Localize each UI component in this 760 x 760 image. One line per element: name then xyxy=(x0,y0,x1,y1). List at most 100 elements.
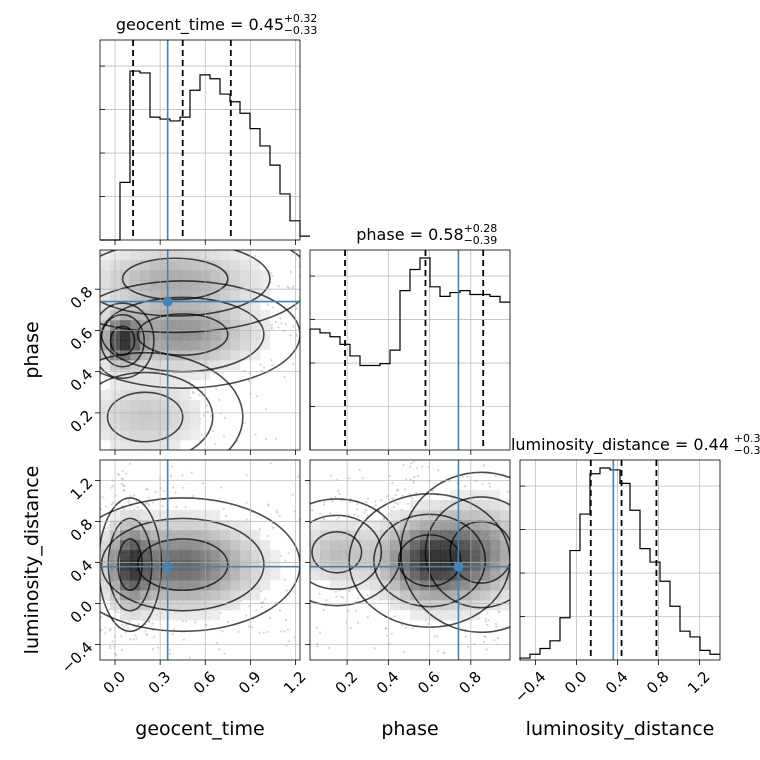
density-cell xyxy=(190,410,201,421)
x-tick-label: −0.4 xyxy=(511,668,549,706)
density-cell xyxy=(310,540,321,551)
sample-point xyxy=(386,634,389,637)
density-cell xyxy=(490,570,501,581)
density-cell xyxy=(460,540,471,551)
density-cell xyxy=(480,530,491,541)
x-tick-label: 0.4 xyxy=(373,668,403,698)
sample-point xyxy=(200,433,203,436)
density-cell xyxy=(260,540,271,551)
density-cell xyxy=(170,280,181,291)
sample-point xyxy=(185,619,188,622)
sample-point xyxy=(132,638,135,641)
sample-point xyxy=(484,617,487,621)
density-cell xyxy=(390,530,401,541)
sample-point xyxy=(323,501,326,504)
density-cell xyxy=(410,500,421,511)
density-cell xyxy=(490,510,501,521)
sample-point xyxy=(128,498,131,502)
density-cell xyxy=(480,600,491,611)
sample-point xyxy=(222,507,225,511)
sample-point xyxy=(128,462,131,465)
density-cell xyxy=(170,330,181,341)
density-cell xyxy=(460,570,471,581)
sample-point xyxy=(373,647,376,650)
density-cell xyxy=(220,350,231,361)
density-cell xyxy=(170,370,181,381)
density-cell xyxy=(250,560,261,571)
density-cell xyxy=(400,590,411,601)
sample-point xyxy=(221,630,224,633)
sample-point xyxy=(265,408,268,411)
density-cell xyxy=(190,550,201,561)
sample-point xyxy=(275,437,278,440)
sample-point xyxy=(274,320,277,324)
title-luminosity_distance: luminosity_distance = 0.44 xyxy=(511,435,729,455)
density-cell xyxy=(220,560,231,571)
density-cell xyxy=(160,270,171,281)
density-cell xyxy=(130,420,141,431)
density-cell xyxy=(480,580,491,591)
density-cell xyxy=(440,510,451,521)
sample-point xyxy=(481,483,484,486)
density-cell xyxy=(230,590,241,601)
sample-point xyxy=(202,414,205,417)
density-cell xyxy=(400,560,411,571)
density-cell xyxy=(210,580,221,591)
sample-point xyxy=(226,620,229,624)
density-cell xyxy=(270,550,281,561)
sample-point xyxy=(112,501,115,504)
sample-point xyxy=(357,621,360,624)
density-cell xyxy=(150,510,161,521)
density-cell xyxy=(160,360,171,371)
density-cell xyxy=(150,300,161,311)
y-tick-label: 0.8 xyxy=(67,283,97,313)
density-cell xyxy=(340,580,351,591)
sample-point xyxy=(436,635,439,638)
sample-point xyxy=(285,644,288,647)
density-cell xyxy=(180,300,191,311)
density-cell xyxy=(220,340,231,351)
sample-point xyxy=(267,503,270,506)
density-cell xyxy=(380,570,391,581)
density-cell xyxy=(220,580,231,591)
density-cell xyxy=(410,560,421,571)
density-cell xyxy=(220,250,231,261)
sample-point xyxy=(145,487,148,491)
contour-line xyxy=(311,530,363,574)
contour-line xyxy=(310,514,383,591)
density-cell xyxy=(170,390,181,401)
density-cell xyxy=(140,350,151,361)
density-cell xyxy=(160,430,171,441)
density-cell xyxy=(170,270,181,281)
sample-point xyxy=(270,359,273,362)
density-cell xyxy=(390,540,401,551)
sample-point xyxy=(494,622,498,626)
density-cell xyxy=(230,330,241,341)
sample-point xyxy=(126,627,129,630)
density-cell xyxy=(370,540,381,551)
density-cell xyxy=(130,550,141,561)
density-cell xyxy=(150,330,161,341)
sample-point xyxy=(374,500,377,503)
density-cell xyxy=(330,560,341,571)
title-text: phase = 0.58 xyxy=(356,225,463,244)
density-cell xyxy=(140,610,151,621)
density-cell xyxy=(410,540,421,551)
sample-point xyxy=(192,390,195,394)
density-cell xyxy=(480,520,491,531)
x-axis-label-geocent_time: geocent_time xyxy=(135,718,264,740)
density-cell xyxy=(240,290,251,301)
density-cell xyxy=(490,580,501,591)
x-tick-label: 0.6 xyxy=(190,668,220,698)
density-cell xyxy=(240,550,251,561)
sample-point xyxy=(482,464,486,467)
density-cell xyxy=(450,580,461,591)
density-cell xyxy=(320,520,331,531)
sample-point xyxy=(296,475,300,478)
sample-point xyxy=(507,490,510,493)
density-cell xyxy=(390,560,401,571)
density-cell xyxy=(400,550,411,561)
sample-point xyxy=(129,637,132,641)
density-cell xyxy=(410,550,421,561)
sample-point xyxy=(283,578,286,581)
